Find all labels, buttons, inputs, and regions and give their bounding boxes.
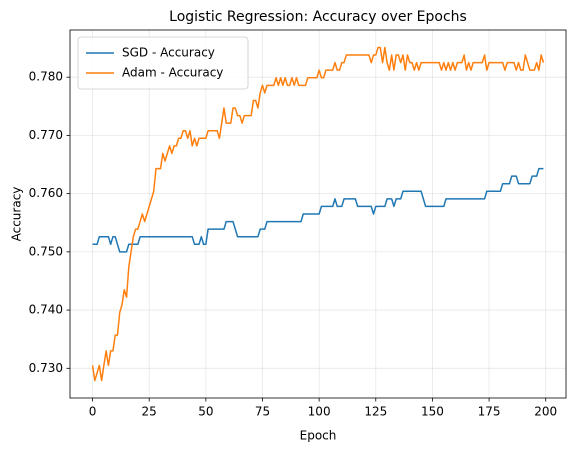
- y-tick-label: 0.750: [29, 244, 63, 258]
- legend-box: [77, 36, 249, 90]
- legend-label: SGD - Accuracy: [122, 46, 215, 60]
- y-axis-label: Accuracy: [10, 187, 24, 242]
- axes-frame: [69, 29, 567, 399]
- line-series: [91, 46, 545, 382]
- x-tick-label: 125: [364, 405, 387, 419]
- x-axis-label: Epoch: [300, 429, 337, 443]
- line-series: [92, 167, 544, 253]
- y-tick-label: 0.760: [29, 186, 63, 200]
- x-tick-label: 75: [255, 405, 270, 419]
- x-tick-label: 50: [198, 405, 213, 419]
- x-tick-label: 25: [142, 405, 157, 419]
- x-tick-label: 175: [478, 405, 501, 419]
- x-tick-label: 100: [308, 405, 331, 419]
- x-tick-label: 0: [89, 405, 97, 419]
- y-tick-label: 0.780: [29, 70, 63, 84]
- y-tick-label: 0.740: [29, 303, 63, 317]
- x-tick-label: 200: [534, 405, 557, 419]
- y-tick-label: 0.770: [29, 128, 63, 142]
- chart-title: Logistic Regression: Accuracy over Epoch…: [169, 9, 467, 25]
- y-tick-label: 0.730: [29, 361, 63, 375]
- legend-label: Adam - Accuracy: [122, 66, 223, 80]
- x-tick-label: 150: [421, 405, 444, 419]
